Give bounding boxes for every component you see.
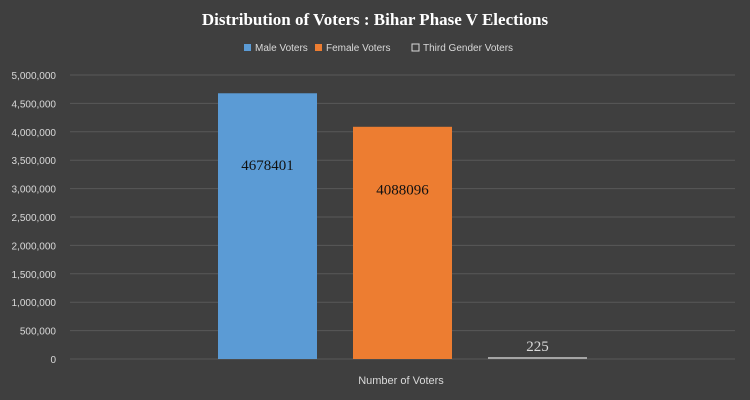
y-tick-label: 3,500,000 bbox=[12, 156, 57, 167]
y-axis-ticks: 0 500,000 1,000,000 1,500,000 2,000,000 2,500… bbox=[12, 71, 57, 366]
y-tick-label: 1,500,000 bbox=[12, 270, 57, 281]
y-tick-label: 0 bbox=[50, 355, 56, 366]
y-tick-label: 3,000,000 bbox=[12, 185, 57, 196]
legend-swatch bbox=[315, 44, 322, 51]
y-tick-label: 2,000,000 bbox=[12, 241, 57, 252]
y-tick-label: 5,000,000 bbox=[12, 71, 57, 82]
legend-label: Male Voters bbox=[255, 43, 308, 54]
bar-third-gender-voters bbox=[488, 357, 587, 359]
legend-swatch bbox=[244, 44, 251, 51]
legend: Male Voters Female Voters Third Gender Vot… bbox=[244, 43, 513, 54]
y-tick-label: 4,000,000 bbox=[12, 128, 57, 139]
y-tick-label: 2,500,000 bbox=[12, 213, 57, 224]
y-tick-label: 1,000,000 bbox=[12, 298, 57, 309]
y-tick-label: 500,000 bbox=[20, 327, 57, 338]
data-label: 225 bbox=[526, 339, 549, 355]
y-tick-label: 4,500,000 bbox=[12, 99, 57, 110]
bar-female-voters bbox=[353, 126, 452, 360]
data-label: 4678401 bbox=[241, 158, 294, 174]
bar-male-voters bbox=[218, 93, 317, 360]
legend-label: Female Voters bbox=[326, 43, 390, 54]
legend-label: Third Gender Voters bbox=[423, 43, 513, 54]
x-axis-title: Number of Voters bbox=[358, 375, 444, 387]
data-label: 4088096 bbox=[376, 182, 429, 198]
chart-title: Distribution of Voters : Bihar Phase V E… bbox=[202, 10, 549, 29]
data-labels: 4678401 4088096 225 bbox=[241, 158, 549, 355]
legend-swatch bbox=[411, 43, 420, 52]
bars bbox=[218, 93, 587, 360]
